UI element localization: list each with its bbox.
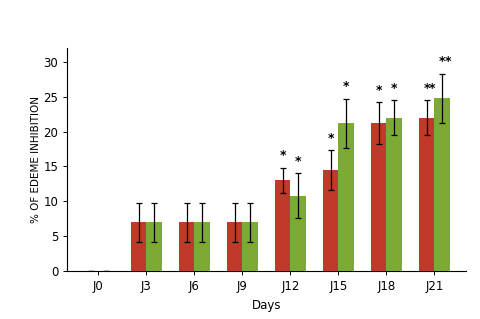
X-axis label: Days: Days [252, 299, 281, 312]
Text: *: * [391, 82, 397, 95]
Bar [290, 196, 306, 271]
Bar [194, 222, 210, 271]
Text: *: * [429, 82, 436, 95]
Text: *: * [295, 155, 301, 168]
Text: *: * [423, 82, 430, 95]
Bar [323, 170, 338, 271]
Y-axis label: % OF EDEME INHIBITION: % OF EDEME INHIBITION [31, 96, 40, 223]
Bar [227, 222, 242, 271]
Text: *: * [279, 149, 286, 162]
Bar [275, 181, 290, 271]
Bar [242, 222, 258, 271]
Bar [419, 118, 434, 271]
Text: *: * [444, 55, 451, 68]
Text: *: * [343, 80, 349, 93]
Bar [434, 98, 450, 271]
Bar [131, 222, 146, 271]
Text: *: * [375, 84, 382, 97]
Bar [146, 222, 162, 271]
Bar [371, 123, 386, 271]
Text: *: * [327, 132, 334, 145]
Text: *: * [439, 55, 445, 68]
Bar [338, 123, 354, 271]
Bar [386, 118, 402, 271]
Bar [179, 222, 194, 271]
